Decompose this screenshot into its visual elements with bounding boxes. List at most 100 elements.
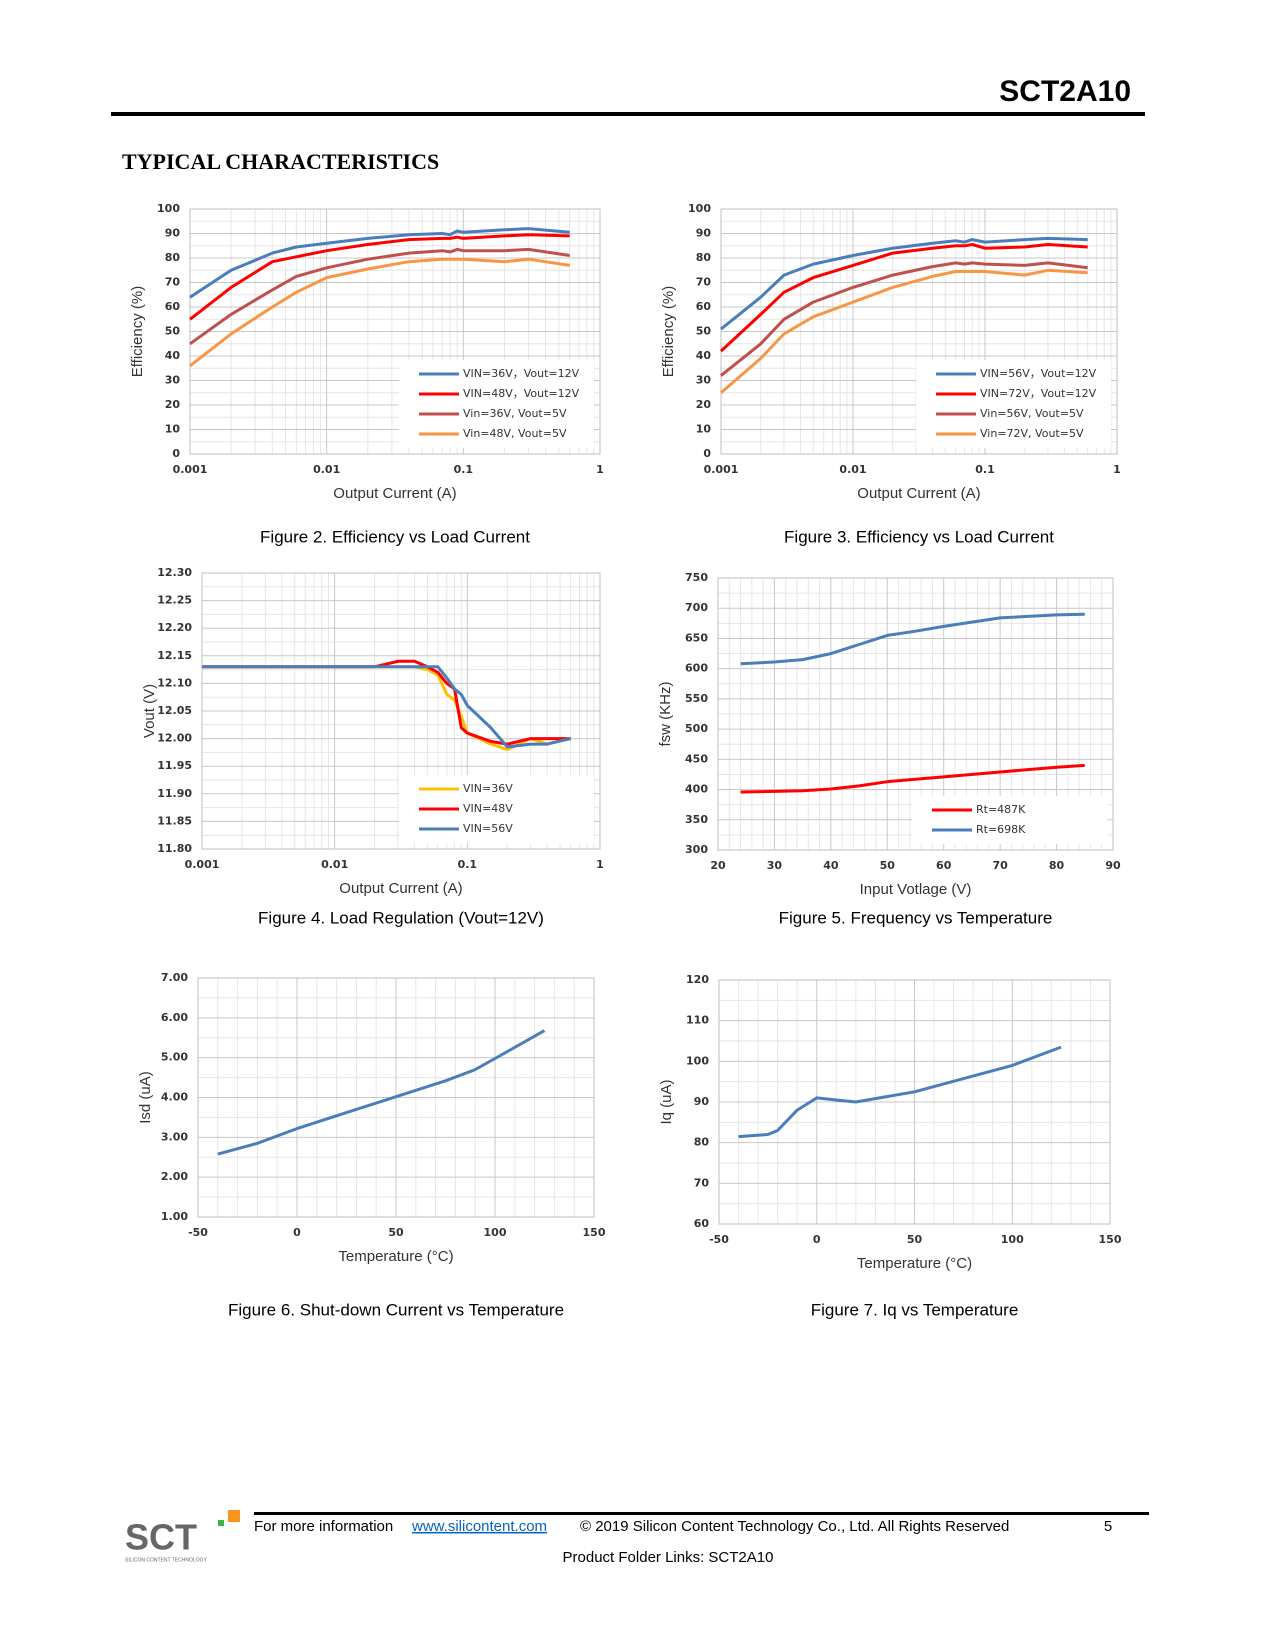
plot-border	[720, 208, 1118, 455]
x-axis-label: Input Votlage (V)	[860, 881, 972, 898]
legend-label: Rt=698K	[976, 823, 1026, 836]
x-tick-label: 1	[596, 858, 604, 871]
x-tick-label: 0.1	[458, 858, 478, 871]
y-tick-label: 90	[694, 1095, 710, 1108]
figure-caption: Figure 2. Efficiency vs Load Current	[260, 527, 530, 546]
x-tick-label: 60	[936, 859, 952, 872]
x-tick-label: 40	[823, 859, 839, 872]
y-tick-label: 12.15	[157, 649, 192, 662]
series-line	[740, 763, 1085, 794]
plot-border	[201, 572, 601, 850]
y-axis-label: Vout (V)	[141, 684, 158, 738]
x-tick-label: 0	[293, 1226, 301, 1239]
folder-links: Product Folder Links: SCT2A10	[563, 1549, 774, 1566]
x-tick-label: -50	[709, 1233, 729, 1246]
x-tick-label: 50	[388, 1226, 404, 1239]
y-tick-label: 11.90	[157, 787, 192, 800]
y-axis-label: Efficiency (%)	[660, 286, 677, 377]
y-tick-label: 600	[685, 662, 708, 675]
x-tick-label: 0.01	[321, 858, 348, 871]
series-line	[217, 1029, 546, 1156]
plot-border	[718, 979, 1111, 1225]
legend-label: Vin=72V, Vout=5V	[980, 427, 1084, 440]
y-axis-label: Isd (uA)	[137, 1071, 154, 1124]
y-tick-label: 11.95	[157, 759, 192, 772]
series-line	[189, 227, 570, 299]
y-tick-label: 70	[165, 276, 181, 289]
chart: 0 10 20 30 40 50 60 70 80 90 100 0.001 0.01 0.1 1 VIN=3…	[129, 202, 604, 546]
x-tick-label: -50	[188, 1226, 208, 1239]
y-tick-label: 300	[685, 843, 708, 856]
y-tick-label: 110	[686, 1014, 709, 1027]
legend-label: VIN=56V，Vout=12V	[980, 367, 1097, 380]
y-tick-label: 12.25	[157, 594, 192, 607]
x-axis-label: Output Current (A)	[333, 485, 456, 502]
x-tick-label: 100	[484, 1226, 507, 1239]
y-tick-label: 70	[694, 1176, 710, 1189]
y-tick-label: 11.80	[157, 842, 192, 855]
x-tick-label: 0.1	[454, 463, 474, 476]
series-line	[202, 659, 571, 746]
series-line	[189, 247, 570, 346]
footer-link[interactable]: www.silicontent.com	[411, 1518, 547, 1535]
x-tick-label: 50	[907, 1233, 923, 1246]
series-line	[189, 233, 570, 321]
figure-caption: Figure 3. Efficiency vs Load Current	[784, 527, 1054, 546]
y-tick-label: 550	[685, 692, 708, 705]
y-tick-label: 50	[165, 325, 181, 338]
y-tick-label: 80	[696, 251, 712, 264]
series-line	[719, 243, 1088, 353]
y-axis-label: fsw (KHz)	[657, 682, 674, 747]
series-line	[202, 665, 571, 749]
y-tick-label: 60	[165, 300, 181, 313]
y-tick-label: 60	[694, 1217, 710, 1230]
y-tick-label: 1.00	[161, 1210, 188, 1223]
y-tick-label: 10	[165, 423, 181, 436]
y-tick-label: 50	[696, 325, 712, 338]
y-tick-label: 20	[165, 398, 181, 411]
y-tick-label: 0	[703, 447, 711, 460]
x-axis-label: Temperature (°C)	[338, 1248, 453, 1265]
y-tick-label: 4.00	[161, 1091, 188, 1104]
y-tick-label: 650	[685, 631, 708, 644]
x-tick-label: 0.01	[839, 463, 866, 476]
y-tick-label: 120	[686, 973, 709, 986]
figure-caption: Figure 6. Shut-down Current vs Temperatu…	[228, 1300, 564, 1319]
y-tick-label: 10	[696, 423, 712, 436]
figure-caption: Figure 7. Iq vs Temperature	[811, 1300, 1019, 1319]
chart: 1.00 2.00 3.00 4.00 5.00 6.00 7.00 -50 0 50 100 150…	[137, 971, 606, 1319]
footer-info: For more information	[254, 1518, 393, 1535]
y-tick-label: 100	[686, 1054, 709, 1067]
y-tick-label: 90	[696, 227, 712, 240]
x-axis-label: Output Current (A)	[339, 880, 462, 897]
x-axis-label: Temperature (°C)	[857, 1255, 972, 1272]
legend-box	[912, 796, 1107, 844]
x-tick-label: 0.001	[173, 463, 208, 476]
legend-label: Vin=36V, Vout=5V	[463, 407, 567, 420]
series-line	[189, 257, 570, 367]
header-rule	[111, 112, 1145, 116]
y-tick-label: 2.00	[161, 1170, 188, 1183]
x-tick-label: 0.01	[313, 463, 340, 476]
plot-border	[197, 977, 595, 1218]
y-axis-label: Iq (uA)	[658, 1079, 675, 1124]
page-number: 5	[1104, 1518, 1112, 1535]
y-tick-label: 7.00	[161, 971, 188, 984]
section-title: TYPICAL CHARACTERISTICS	[122, 149, 439, 174]
y-tick-label: 40	[165, 349, 181, 362]
logo-square	[228, 1510, 240, 1522]
y-tick-label: 12.30	[157, 566, 192, 579]
y-tick-label: 12.00	[157, 732, 192, 745]
logo-square	[218, 1520, 224, 1526]
legend-label: VIN=48V，Vout=12V	[463, 387, 580, 400]
y-tick-label: 30	[696, 374, 712, 387]
part-number: SCT2A10	[999, 75, 1131, 108]
y-tick-label: 11.85	[157, 814, 192, 827]
chart: 300 350 400 450 500 550 600 650 700 750 20 30 40 50 60…	[657, 571, 1121, 927]
y-tick-label: 60	[696, 300, 712, 313]
y-tick-label: 80	[694, 1136, 710, 1149]
x-tick-label: 50	[880, 859, 896, 872]
x-tick-label: 100	[1001, 1233, 1024, 1246]
